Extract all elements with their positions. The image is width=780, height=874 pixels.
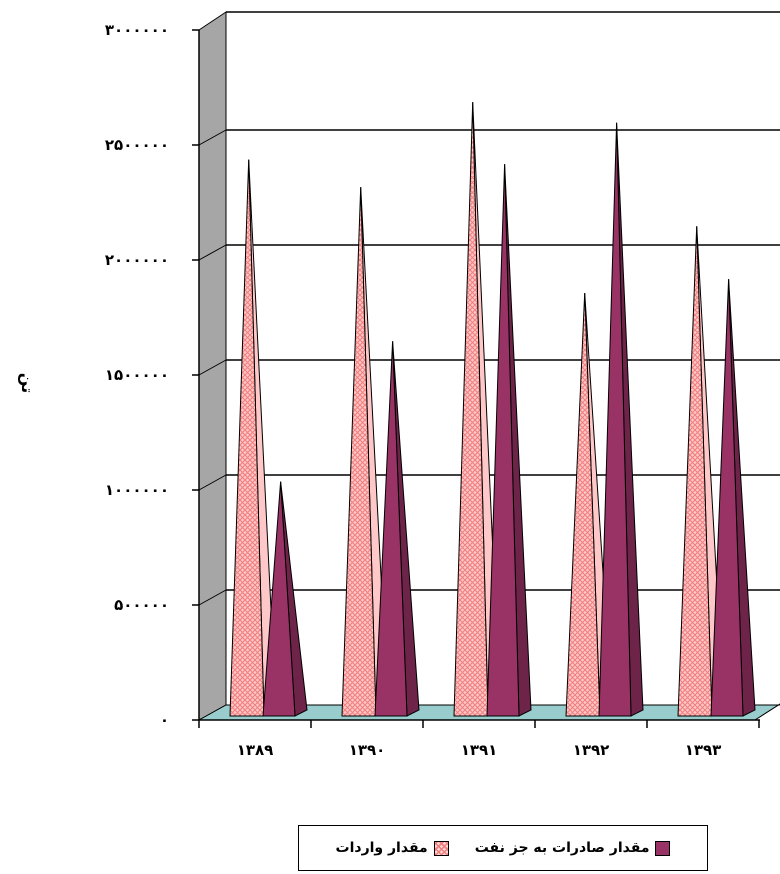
cone-bar-series-1 (710, 279, 756, 717)
x-axis-ticks: ۱۳۸۹ ۱۳۹۰ ۱۳۹۱ ۱۳۹۲ ۱۳۹۳ (198, 720, 760, 759)
y-tick-label: ۰ (160, 711, 169, 729)
cone-bars (229, 102, 756, 717)
y-axis-title: تن (18, 373, 37, 393)
legend-label-series-0: مقدار واردات (335, 840, 428, 856)
legend-swatch-series-1 (655, 840, 671, 856)
y-axis-ticks: ۰ ۵۰۰۰۰۰ ۱۰۰۰۰۰۰ ۱۵۰۰۰۰۰ ۲۰۰۰۰۰۰ ۲۵۰۰۰۰۰ ۳۰۰۰۰… (105, 21, 199, 729)
y-tick-label: ۳۰۰۰۰۰۰ (105, 21, 169, 39)
legend-item-series-0: مقدار واردات (336, 840, 449, 856)
x-tick-label: ۱۳۸۹ (237, 741, 274, 759)
y-tick-label: ۱۰۰۰۰۰۰ (105, 481, 169, 499)
gridline (198, 244, 780, 261)
y-tick-label: ۵۰۰۰۰۰ (114, 596, 169, 614)
cone-bar-series-1 (486, 164, 532, 717)
x-tick-label: ۱۳۹۲ (573, 741, 610, 759)
y-tick-label: ۲۵۰۰۰۰۰ (105, 136, 169, 154)
x-tick-label: ۱۳۹۰ (349, 741, 386, 759)
x-tick-label: ۱۳۹۱ (461, 741, 498, 759)
cone-bar-series-1 (262, 481, 308, 717)
cone-bar-series-1 (598, 122, 644, 717)
legend-swatch-series-0 (433, 840, 449, 856)
x-tick-label: ۱۳۹۳ (685, 741, 722, 759)
legend: مقدار صادرات به جز نفت مقدار واردات (298, 825, 708, 871)
cone-bar-series-0 (229, 159, 277, 717)
side-wall (198, 11, 227, 721)
gridline (198, 129, 780, 146)
y-tick-label: ۱۵۰۰۰۰۰ (105, 366, 169, 384)
y-tick-label: ۲۰۰۰۰۰۰ (105, 251, 169, 269)
legend-label-series-1: مقدار صادرات به جز نفت (474, 840, 650, 856)
legend-item-series-1: مقدار صادرات به جز نفت (475, 840, 671, 856)
cone-bar-series-1 (374, 341, 420, 717)
